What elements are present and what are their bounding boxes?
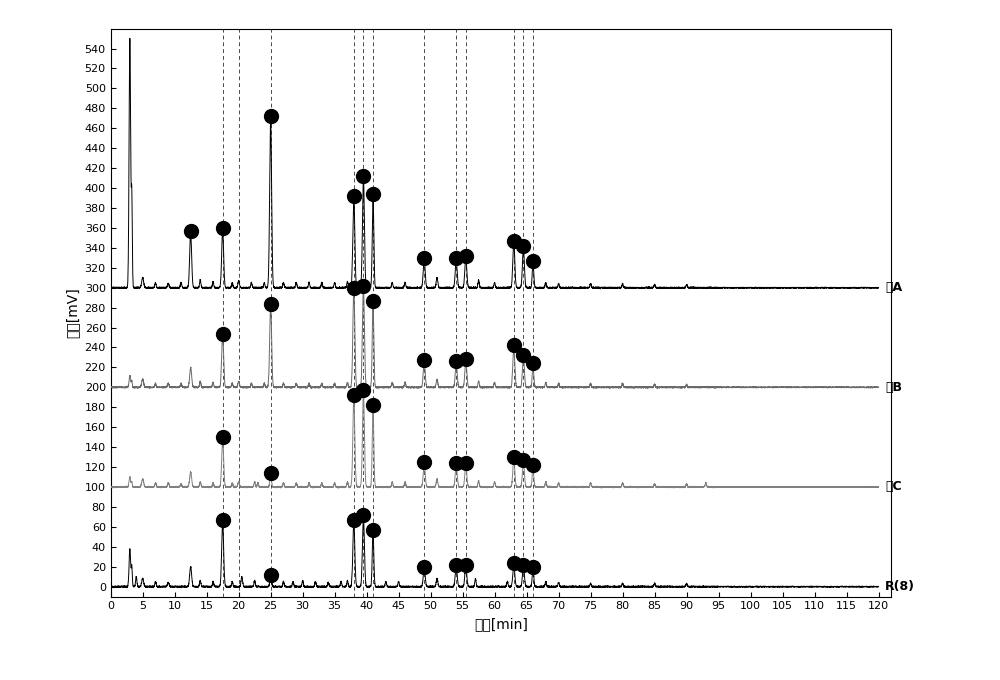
Point (448, 356, 464, 367)
Point (525, 561, 541, 572)
Point (458, 458, 474, 469)
Y-axis label: 信号[mV]: 信号[mV] (65, 287, 79, 338)
Point (365, 524, 381, 535)
Point (416, 457, 432, 468)
Point (506, 235, 522, 246)
Point (263, 468, 279, 479)
Point (263, 111, 279, 122)
Point (365, 295, 381, 306)
Point (448, 458, 464, 469)
Point (365, 400, 381, 411)
Point (355, 171, 371, 182)
Point (515, 455, 531, 466)
Point (346, 390, 362, 401)
Point (506, 558, 522, 568)
Point (416, 561, 432, 572)
Point (215, 514, 231, 525)
Point (515, 559, 531, 570)
Point (525, 460, 541, 471)
Point (525, 255, 541, 266)
Point (355, 509, 371, 520)
Point (183, 226, 199, 237)
Text: 柱C: 柱C (885, 481, 902, 494)
Text: 柱B: 柱B (885, 381, 902, 394)
Point (355, 280, 371, 291)
Point (448, 252, 464, 263)
Point (506, 340, 522, 351)
Point (458, 354, 474, 365)
Point (448, 559, 464, 570)
Point (515, 241, 531, 252)
Point (346, 514, 362, 525)
X-axis label: 时间[min]: 时间[min] (474, 617, 528, 631)
Point (416, 252, 432, 263)
Point (215, 222, 231, 233)
Point (215, 432, 231, 443)
Text: 柱A: 柱A (885, 282, 902, 294)
Point (365, 188, 381, 199)
Point (458, 559, 474, 570)
Point (263, 569, 279, 580)
Point (458, 250, 474, 261)
Point (515, 350, 531, 361)
Point (346, 282, 362, 293)
Point (215, 328, 231, 339)
Point (355, 385, 371, 396)
Point (416, 355, 432, 366)
Text: R(8): R(8) (885, 580, 915, 593)
Point (506, 452, 522, 462)
Point (525, 358, 541, 369)
Point (346, 190, 362, 201)
Point (263, 299, 279, 309)
